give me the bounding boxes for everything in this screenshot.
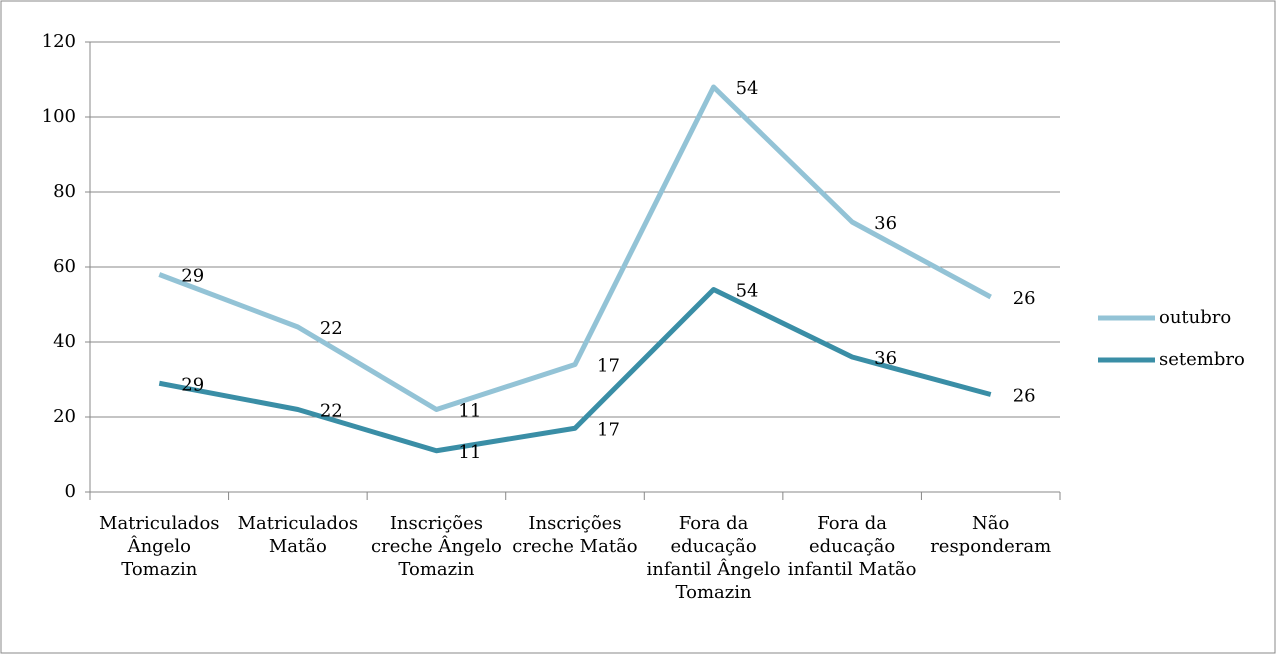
y-tick-label: 0 — [65, 481, 76, 502]
y-tick-label: 120 — [42, 31, 76, 52]
data-label: 26 — [1013, 386, 1036, 407]
y-tick-label: 60 — [53, 256, 76, 277]
x-tick-label: Matriculados Ângelo Tomazin — [99, 513, 220, 580]
x-tick-label: Fora da educação infantil Matão — [787, 513, 917, 580]
data-label: 11 — [458, 442, 481, 463]
line — [158, 84, 992, 412]
y-tick-label: 20 — [53, 406, 76, 427]
data-label: 54 — [736, 281, 759, 302]
legend-label: outubro — [1159, 307, 1231, 328]
y-tick-label: 40 — [53, 331, 76, 352]
x-tick-label: Não responderam — [930, 513, 1052, 557]
x-tick-label: Matriculados Matão — [237, 513, 359, 557]
x-tick-label: Inscrições creche Ângelo Tomazin — [371, 513, 502, 580]
x-tick-label: Inscrições creche Matão — [512, 513, 638, 557]
legend-label: setembro — [1159, 349, 1245, 370]
line — [158, 287, 992, 454]
data-label: 54 — [736, 78, 759, 99]
data-label: 17 — [597, 419, 620, 440]
data-label: 22 — [320, 401, 343, 422]
data-label: 36 — [874, 213, 897, 234]
y-tick-label: 80 — [53, 181, 76, 202]
data-label: 11 — [458, 401, 481, 422]
x-tick-label: Fora da educação infantil Ângelo Tomazin — [646, 513, 781, 603]
data-label: 26 — [1013, 288, 1036, 309]
data-label: 29 — [181, 374, 204, 395]
data-label: 36 — [874, 348, 897, 369]
data-label: 17 — [597, 356, 620, 377]
data-label: 22 — [320, 318, 343, 339]
data-label: 29 — [181, 266, 204, 287]
y-tick-label: 100 — [42, 106, 76, 127]
